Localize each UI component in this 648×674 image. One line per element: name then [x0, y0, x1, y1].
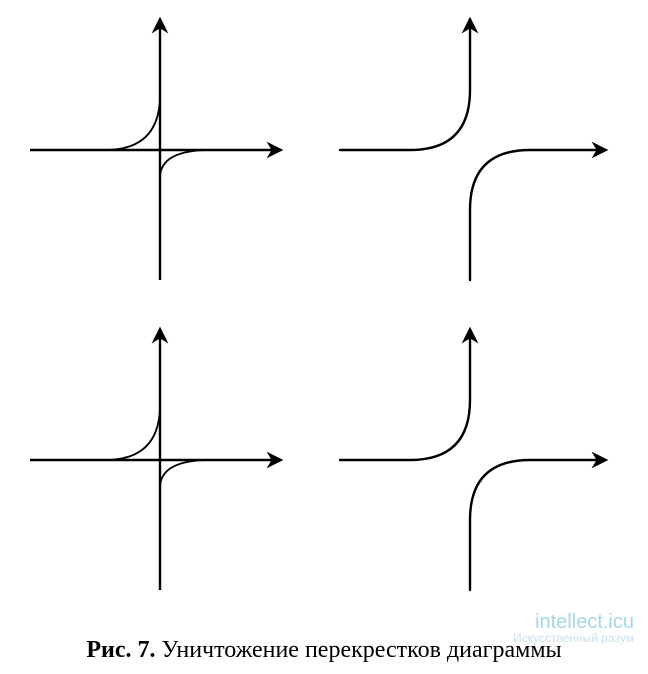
- panel-bot-right: [340, 330, 605, 590]
- panel-bot-left: [30, 330, 280, 590]
- diagram-svg: [0, 0, 648, 674]
- caption-text: Уничтожение перекрестков диаграммы: [161, 637, 561, 663]
- caption-label: Рис. 7.: [86, 637, 155, 663]
- figure-caption: Рис. 7. Уничтожение перекрестков диаграм…: [0, 636, 648, 665]
- panel-top-left: [30, 20, 280, 280]
- panel-top-right: [340, 20, 605, 280]
- figure-wrap: Рис. 7. Уничтожение перекрестков диаграм…: [0, 0, 648, 674]
